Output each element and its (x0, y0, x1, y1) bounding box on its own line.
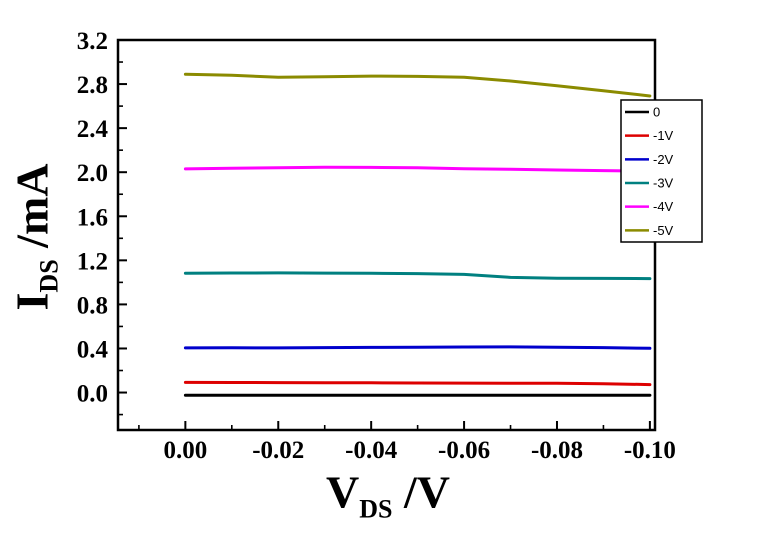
series-line--2V (183, 345, 652, 350)
x-tick-label: -0.08 (531, 437, 583, 464)
x-tick-label: -0.04 (345, 437, 398, 464)
series-line--3V (183, 271, 652, 281)
y-axis-title: IDS /mA (6, 163, 64, 311)
y-tick-label: 0.4 (77, 336, 109, 363)
legend-entry-label: -5V (653, 223, 674, 238)
x-axis-title-unit: /V (392, 466, 450, 518)
series-line--4V (183, 165, 652, 173)
y-tick-label: 2.8 (77, 72, 108, 99)
legend-entry-label: -3V (653, 176, 674, 191)
series-line--1V (183, 380, 652, 387)
y-tick-label: 2.4 (77, 116, 109, 143)
x-axis-title: VDS /V (326, 469, 450, 522)
y-tick-label: 1.2 (77, 248, 108, 275)
legend-entry-label: -2V (653, 152, 674, 167)
y-tick-label: 0.8 (77, 292, 108, 319)
y-axis-title-symbol: I (6, 292, 58, 311)
y-axis-title-unit: /mA (6, 163, 58, 260)
x-tick-label: -0.10 (624, 437, 676, 464)
legend-entry-label: -4V (653, 199, 674, 214)
series-line--5V (183, 72, 652, 98)
legend-entry-label: -1V (653, 128, 674, 143)
x-tick-label: 0.00 (163, 437, 207, 464)
x-axis-title-subscript: DS (359, 494, 393, 524)
y-tick-label: 3.2 (77, 28, 108, 55)
x-axis-title-symbol: V (326, 466, 360, 518)
y-axis-title-subscript: DS (34, 259, 64, 293)
y-tick-label: 1.6 (77, 204, 108, 231)
y-tick-label: 0.0 (77, 381, 108, 408)
legend-entry-label: 0 (653, 105, 660, 120)
x-tick-label: -0.06 (438, 437, 490, 464)
legend-box (620, 99, 703, 243)
y-tick-label: 2.0 (77, 160, 108, 187)
plot-frame (116, 38, 657, 432)
x-tick-label: -0.02 (252, 437, 304, 464)
